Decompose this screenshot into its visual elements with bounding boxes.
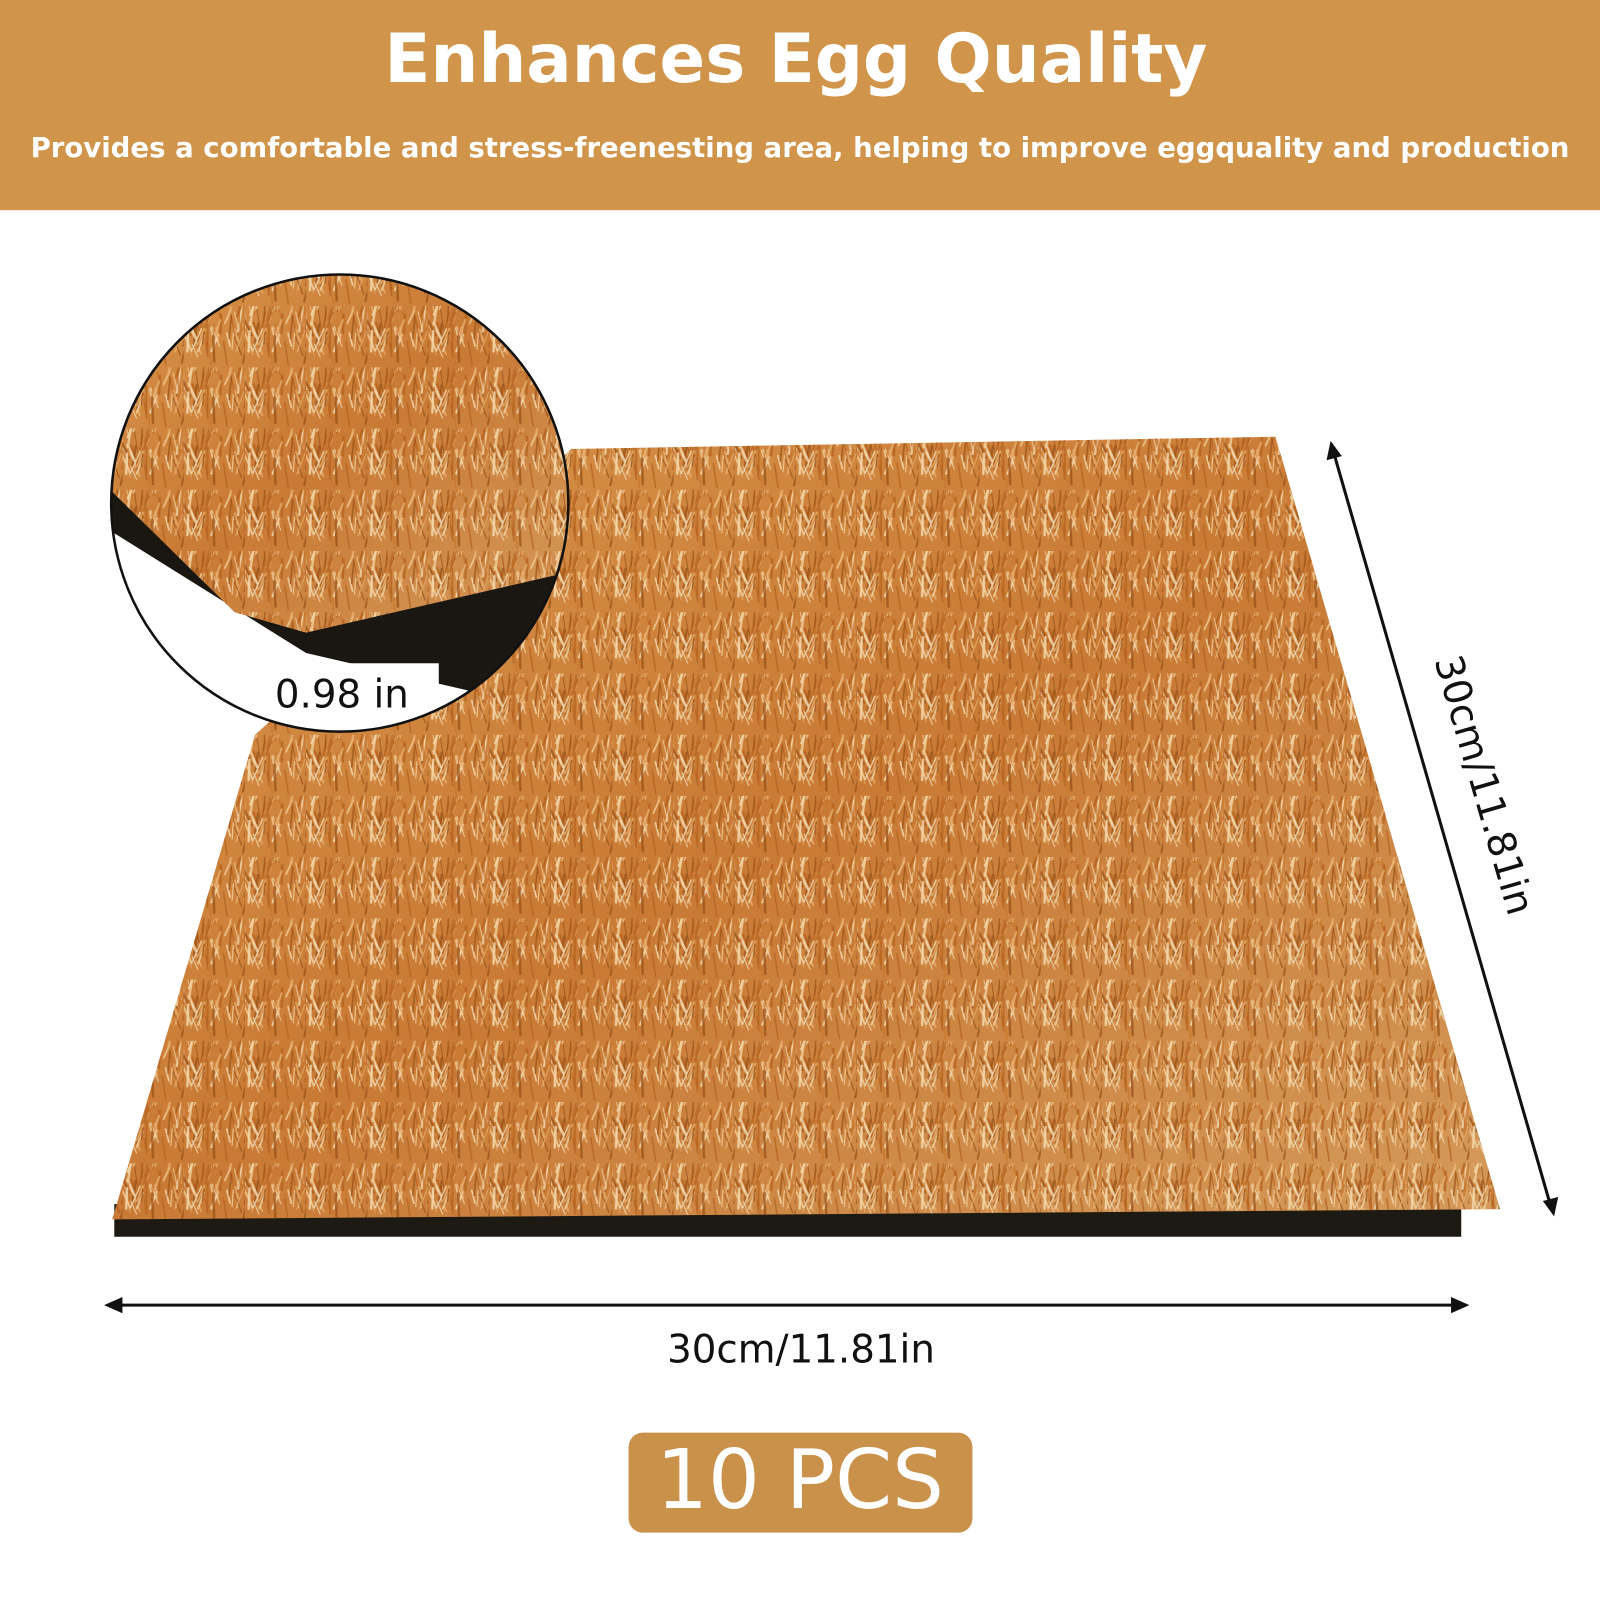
badge — [628, 1432, 973, 1533]
arrow-head — [104, 1296, 123, 1314]
dimension-arrows — [104, 440, 1559, 1314]
height-label: 30cm/11.81in — [1425, 650, 1543, 920]
inset-texture — [111, 274, 569, 633]
height-arrow — [1331, 448, 1553, 1208]
zoom-inset: 0.98 in — [109, 273, 570, 733]
width-label: 30cm/11.81in — [667, 1328, 935, 1373]
badge-text: 10 PCS — [656, 1433, 944, 1528]
arrow-head — [1326, 440, 1342, 461]
subtitle: Provides a comfortable and stress-freene… — [31, 132, 1570, 164]
header-band — [0, 0, 1600, 211]
inset-label-bg — [244, 663, 439, 725]
title: Enhances Egg Quality — [384, 19, 1207, 98]
depth-label: 0.98 in — [275, 672, 409, 717]
arrow-head — [1451, 1296, 1470, 1314]
arrow-head — [1542, 1196, 1559, 1217]
inset-border — [109, 273, 570, 733]
